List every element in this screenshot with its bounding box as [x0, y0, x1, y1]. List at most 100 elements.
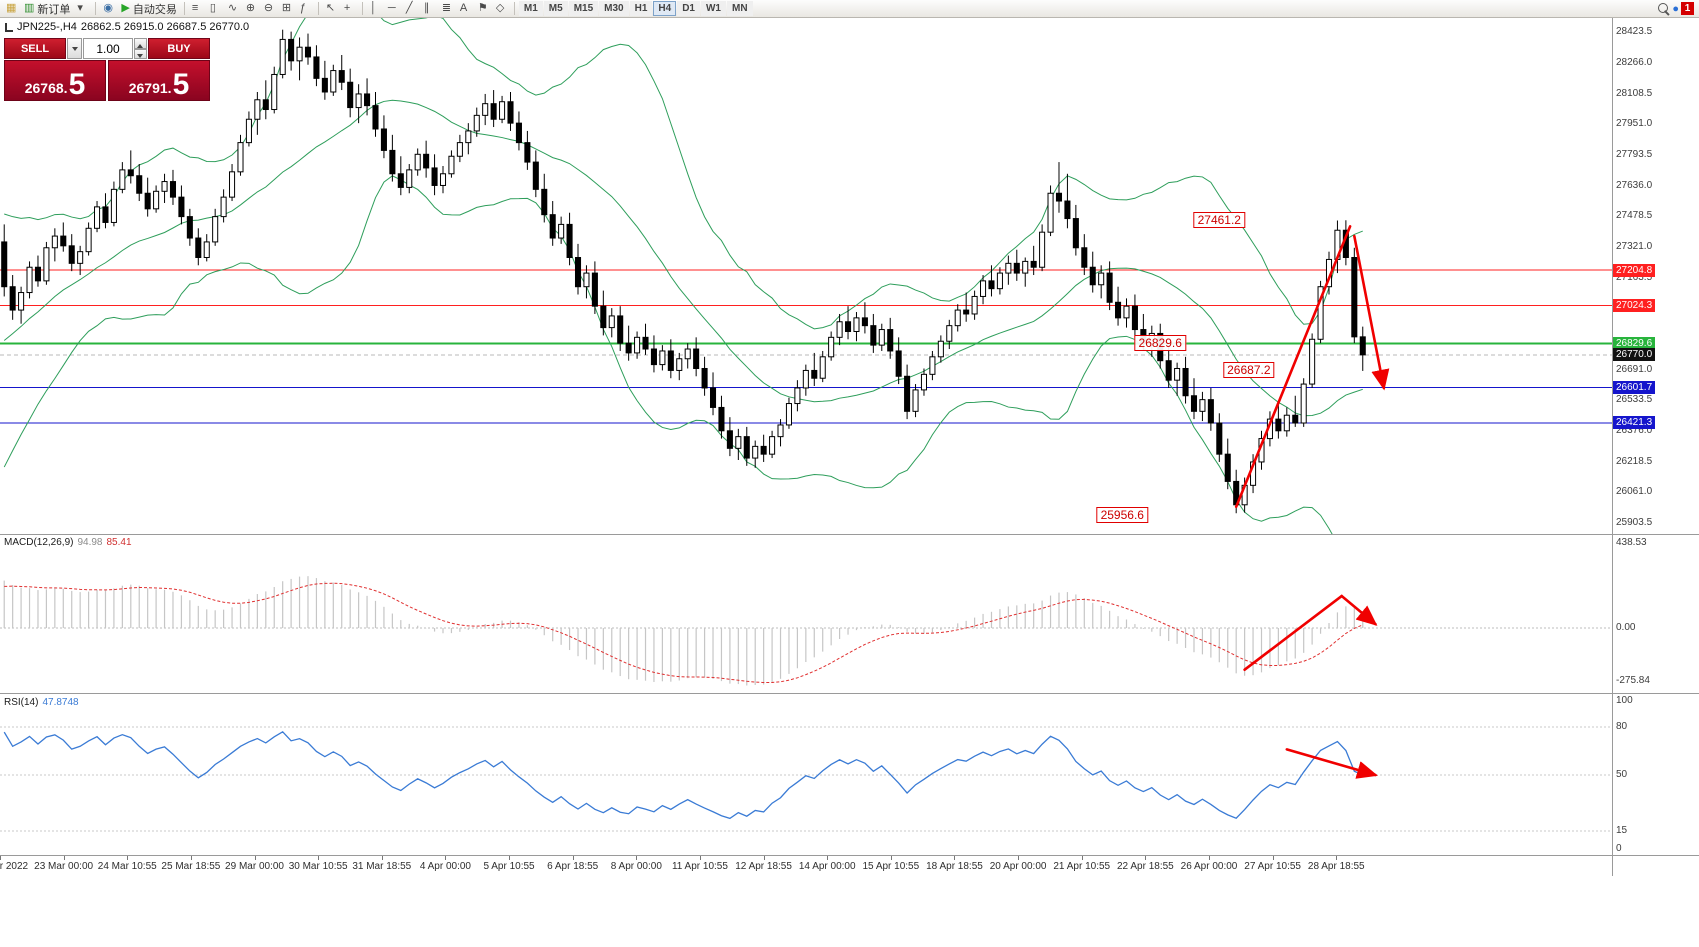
- date-label: 24 Mar 10:55: [97, 861, 157, 872]
- cursor-button[interactable]: ↖: [323, 1, 340, 17]
- timeframe-mn-button[interactable]: MN: [726, 1, 753, 16]
- notification-badge[interactable]: 1: [1681, 2, 1694, 15]
- indicators-button[interactable]: ƒ: [297, 1, 314, 17]
- chart-line-icon: ∿: [227, 2, 238, 14]
- search-icon[interactable]: [1657, 2, 1671, 16]
- price-annotation: 26829.6: [1134, 335, 1186, 352]
- zoom-in-icon: ⊕: [245, 2, 256, 14]
- timeframe-m30-button[interactable]: M30: [599, 1, 629, 16]
- trendline-button[interactable]: ╱: [403, 1, 420, 17]
- volume-down-button[interactable]: [134, 48, 147, 59]
- price-tick: 28108.5: [1616, 87, 1653, 99]
- rsi-panel[interactable]: RSI(14) 47.8748: [0, 695, 1612, 855]
- channel-button[interactable]: ∥: [421, 1, 438, 17]
- zoom-out-button[interactable]: ⊖: [261, 1, 278, 17]
- chart-line-button[interactable]: ∿: [225, 1, 242, 17]
- price-tick: 26533.5: [1616, 394, 1653, 406]
- macd-panel[interactable]: MACD(12,26,9) 94.98 85.41: [0, 535, 1612, 692]
- toolbar-separator: [183, 2, 185, 15]
- main-chart-canvas[interactable]: 27461.2 26829.6 26687.2 25956.6: [0, 18, 1612, 534]
- price-tick: 27951.0: [1616, 118, 1653, 130]
- vertical-line-button[interactable]: │: [367, 1, 384, 17]
- volume-up-button[interactable]: [134, 38, 147, 49]
- macd-axis[interactable]: 438.53 0.00 -275.84: [1613, 535, 1699, 692]
- symbol-period: JPN225-,H4: [17, 21, 77, 33]
- date-label: 11 Apr 10:55: [671, 861, 728, 872]
- timeframe-h1-button[interactable]: H1: [629, 1, 653, 16]
- date-label: 21 Mar 2022: [0, 861, 29, 872]
- zoom-in-button[interactable]: ⊕: [243, 1, 260, 17]
- new-order-button[interactable]: ▥ 新订单: [21, 1, 73, 17]
- chart-window-dropdown[interactable]: ▾: [74, 1, 91, 17]
- price-tick: 25903.5: [1616, 517, 1653, 529]
- rsi-name: RSI(14): [4, 697, 39, 708]
- date-label: 29 Mar 00:00: [225, 861, 284, 872]
- chart-bars-icon: ≡: [191, 2, 199, 14]
- label-button[interactable]: ⚑: [475, 1, 492, 17]
- rsi-axis[interactable]: 100 80 50 15 0: [1613, 695, 1699, 855]
- date-label: 20 Apr 00:00: [989, 861, 1047, 872]
- buy-button[interactable]: BUY: [148, 38, 210, 59]
- horizontal-line-button[interactable]: ─: [385, 1, 402, 17]
- macd-tick: -275.84: [1616, 675, 1650, 686]
- new-chart-button[interactable]: ▦: [3, 1, 20, 17]
- auto-trading-button-label: 自动交易: [132, 3, 177, 16]
- price-annotation: 26687.2: [1223, 362, 1275, 379]
- profiles-button[interactable]: ◉: [100, 1, 117, 17]
- volume-input[interactable]: [83, 38, 133, 59]
- toolbar-separator: [95, 2, 97, 15]
- buy-price-main: 26791.: [128, 79, 172, 96]
- timeframe-m15-button[interactable]: M15: [568, 1, 599, 16]
- time-tick: [954, 856, 956, 860]
- rsi-tick: 15: [1616, 824, 1628, 836]
- trade-options-dropdown[interactable]: [67, 38, 82, 59]
- shapes-button[interactable]: ◇: [493, 1, 510, 17]
- rsi-tick: 80: [1616, 720, 1628, 732]
- time-tick: [127, 856, 129, 860]
- timeframe-d1-button[interactable]: D1: [677, 1, 700, 16]
- shapes-icon: ◇: [495, 2, 505, 14]
- time-tick: [254, 856, 256, 860]
- panel-splitter[interactable]: [0, 693, 1699, 694]
- timeframe-m1-button[interactable]: M1: [518, 1, 543, 16]
- new-order-icon: ▥: [24, 2, 35, 14]
- chart-bars-button[interactable]: ≡: [189, 1, 206, 17]
- price-line-label: 26829.6: [1613, 336, 1656, 350]
- sell-price-button[interactable]: 26768. 5: [4, 60, 106, 101]
- date-label: 31 Mar 18:55: [352, 861, 412, 872]
- time-tick: [636, 856, 638, 860]
- rsi-tick: 50: [1616, 768, 1628, 780]
- label-icon: ⚑: [477, 2, 488, 14]
- tile-windows-button[interactable]: ⊞: [279, 1, 296, 17]
- time-tick: [63, 856, 65, 860]
- panel-splitter[interactable]: [0, 534, 1699, 535]
- fibonacci-button[interactable]: ≣: [439, 1, 456, 17]
- buy-price-button[interactable]: 26791. 5: [108, 60, 210, 101]
- horizontal-line-icon: ─: [387, 2, 396, 14]
- chart-candles-button[interactable]: ▯: [207, 1, 224, 17]
- axis-separator: [1612, 18, 1613, 876]
- date-label: 14 Apr 00:00: [798, 861, 856, 872]
- date-label: 12 Apr 18:55: [735, 861, 792, 872]
- tile-windows-icon: ⊞: [281, 2, 292, 14]
- date-label: 15 Apr 10:55: [862, 861, 920, 872]
- auto-trading-button[interactable]: ▶ 自动交易: [118, 1, 179, 17]
- timeframe-h4-button[interactable]: H4: [653, 1, 677, 16]
- time-tick: [318, 856, 320, 860]
- sell-button[interactable]: SELL: [4, 38, 66, 59]
- notification-icon[interactable]: ●: [1672, 2, 1679, 15]
- price-line-label: 26770.0: [1613, 348, 1656, 362]
- price-tick: 27321.0: [1616, 241, 1653, 253]
- text-button[interactable]: A: [457, 1, 474, 17]
- crosshair-button[interactable]: +: [341, 1, 358, 17]
- chart-icon: [5, 22, 13, 32]
- toolbar-separator: [361, 2, 363, 15]
- price-tick: 28423.5: [1616, 26, 1653, 38]
- timeframe-w1-button[interactable]: W1: [700, 1, 726, 16]
- timeframe-m5-button[interactable]: M5: [543, 1, 568, 16]
- price-axis[interactable]: 28423.5 28266.0 28108.5 27951.0 27793.5 27636…: [1613, 18, 1699, 534]
- date-label: 21 Apr 10:55: [1053, 861, 1111, 872]
- price-tick: 27793.5: [1616, 149, 1653, 161]
- price-tick: 26691.0: [1616, 363, 1653, 375]
